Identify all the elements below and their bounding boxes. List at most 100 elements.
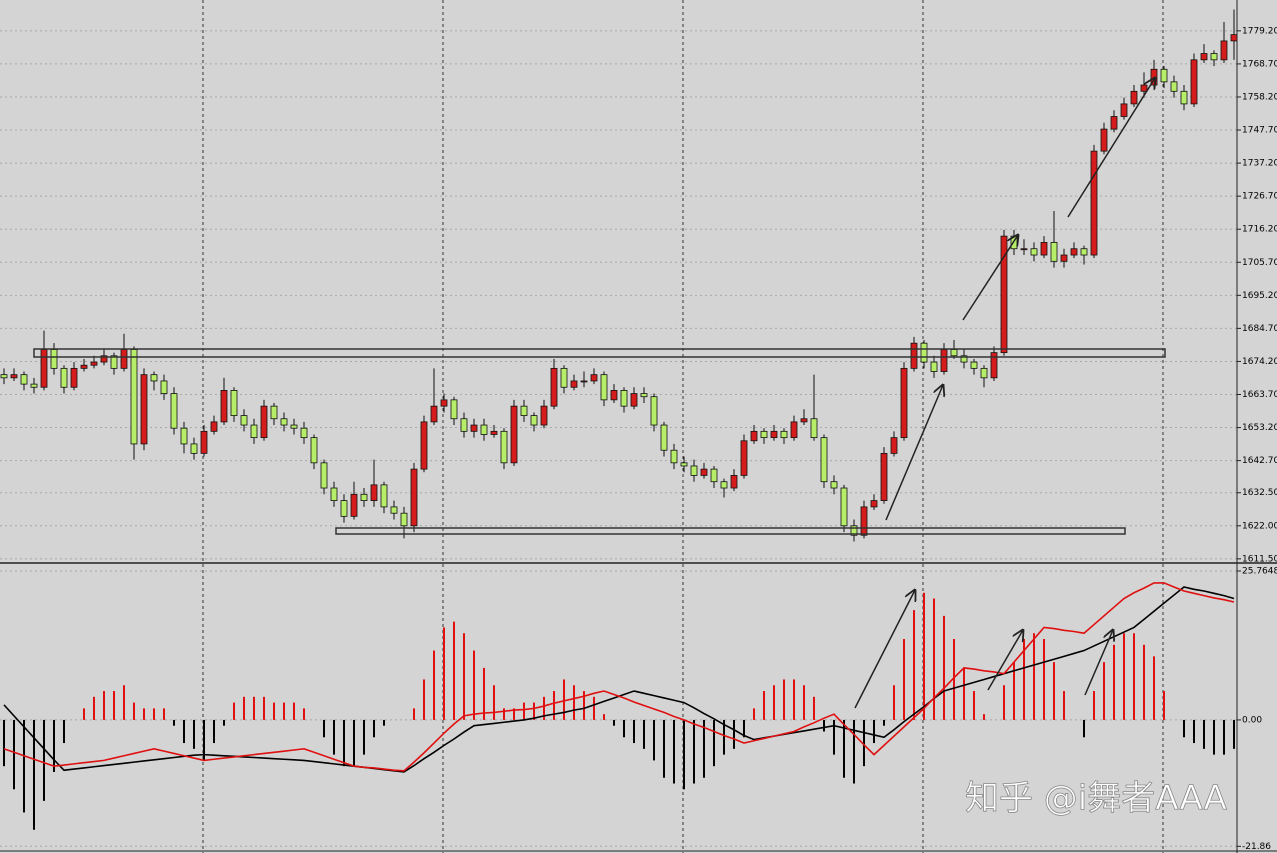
candle-body	[950, 349, 958, 357]
candle-body	[120, 349, 128, 369]
candle-body	[820, 437, 828, 483]
candle-body	[640, 393, 648, 398]
y-tick-label: 1768.70	[1242, 59, 1277, 69]
arrow	[1084, 630, 1113, 696]
candle-body	[840, 487, 848, 527]
candle-body	[1230, 34, 1238, 42]
candle-body	[40, 349, 48, 388]
candle-body	[470, 424, 478, 432]
candle-body	[10, 374, 18, 379]
plot-layer	[0, 9, 1238, 830]
candle-body	[920, 342, 928, 363]
grid-layer	[0, 0, 1237, 853]
candle-body	[760, 430, 768, 439]
candle-body	[350, 493, 358, 517]
resistance-box	[33, 348, 1166, 358]
candle-body	[450, 399, 458, 420]
candle-body	[1160, 68, 1168, 83]
y-tick-label: 1747.70	[1242, 126, 1277, 136]
y-tick-label: 25.7648	[1242, 566, 1277, 576]
candle-body	[320, 462, 328, 489]
candle-body	[930, 361, 938, 372]
candle-body	[250, 424, 258, 439]
y-tick-label: 1737.20	[1242, 159, 1277, 169]
candle-body	[560, 367, 568, 388]
candle-body	[710, 468, 718, 483]
candle-body	[720, 481, 728, 489]
candle-body	[170, 393, 178, 429]
candle-body	[1190, 59, 1198, 105]
candle-body	[940, 349, 948, 372]
candle-body	[150, 374, 158, 382]
candle-body	[830, 481, 838, 489]
y-tick-label: 1622.00	[1242, 521, 1277, 531]
candle-body	[1060, 254, 1068, 262]
candle-body	[210, 421, 218, 432]
candle-body	[520, 405, 528, 416]
candle-body	[700, 468, 708, 476]
y-tick-label: 1705.70	[1242, 258, 1277, 268]
y-tick-label: 1663.70	[1242, 390, 1277, 400]
y-tick-label: 1611.50	[1242, 554, 1277, 564]
candle-body	[970, 361, 978, 369]
watermark: 知乎 @i舞者AAA	[965, 779, 1227, 819]
candle-body	[870, 500, 878, 508]
candle-body	[390, 506, 398, 514]
candle-body	[220, 390, 228, 423]
candle-body	[1200, 53, 1208, 61]
candle-body	[1110, 116, 1118, 130]
y-tick-label: 1642.70	[1242, 456, 1277, 466]
candle-body	[300, 427, 308, 439]
y-tick-label: 1695.20	[1242, 291, 1277, 301]
candle-body	[1050, 242, 1058, 262]
candle-body	[90, 361, 98, 366]
candle-body	[880, 452, 888, 502]
annotations	[33, 78, 1166, 709]
y-tick-label: 1758.20	[1242, 92, 1277, 102]
candle-body	[1040, 242, 1048, 256]
candle-body	[1070, 248, 1078, 256]
candle-body	[310, 437, 318, 464]
candle-body	[690, 465, 698, 476]
candle-body	[620, 390, 628, 407]
candle-body	[990, 352, 998, 379]
candle-body	[380, 484, 388, 508]
arrow	[987, 630, 1023, 691]
candle-body	[890, 437, 898, 454]
candle-body	[860, 506, 868, 536]
candle-body	[1140, 84, 1148, 92]
candle-body	[280, 418, 288, 426]
candle-body	[130, 349, 138, 445]
support-box	[335, 527, 1126, 535]
candle-body	[980, 367, 988, 379]
candle-body	[1080, 248, 1088, 256]
candle-body	[1020, 248, 1028, 251]
candle-body	[800, 418, 808, 423]
candle-body	[360, 493, 368, 502]
candle-body	[600, 374, 608, 401]
candle-body	[530, 415, 538, 426]
candle-body	[790, 421, 798, 439]
candle-body	[340, 500, 348, 517]
y-tick-label: 1726.70	[1242, 192, 1277, 202]
candle-body	[660, 424, 668, 451]
candle-body	[1120, 103, 1128, 117]
candle-body	[0, 374, 8, 379]
candle-body	[190, 443, 198, 454]
candle-body	[1210, 53, 1218, 61]
candle-body	[510, 405, 518, 464]
candle-body	[20, 374, 28, 385]
candle-body	[810, 418, 818, 439]
candle-body	[550, 367, 558, 407]
candle-body	[730, 475, 738, 489]
y-tick-label: 1779.20	[1242, 26, 1277, 36]
candle-body	[180, 427, 188, 445]
y-tick-label: 0.00	[1242, 715, 1262, 725]
candle-body	[330, 487, 338, 502]
candle-body	[540, 405, 548, 426]
macd-line	[3, 582, 1235, 772]
y-tick-label: 1632.50	[1242, 488, 1277, 498]
candle-body	[910, 342, 918, 369]
